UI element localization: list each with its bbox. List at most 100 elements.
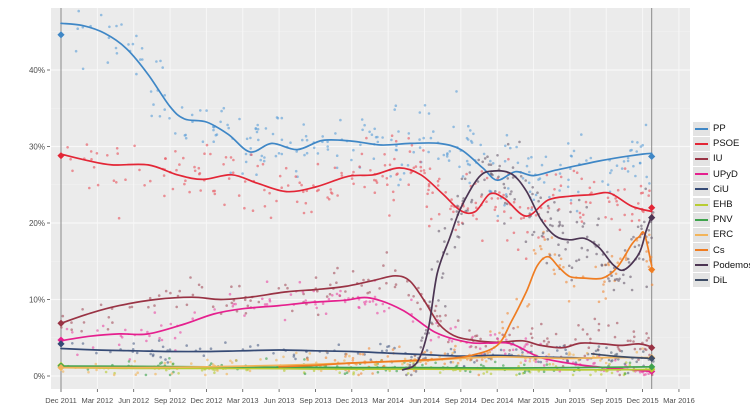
poll-point-ciu xyxy=(337,343,341,347)
poll-point-pp xyxy=(534,193,538,197)
poll-point-podemos xyxy=(531,233,534,237)
poll-point-podemos xyxy=(511,166,515,169)
poll-point-cs xyxy=(469,358,472,362)
poll-point-upyd xyxy=(298,280,302,284)
poll-point-psoe xyxy=(530,206,534,209)
election-result-marker-podemos xyxy=(648,214,656,222)
legend-swatch-cs xyxy=(695,249,708,252)
poll-point-erc xyxy=(133,359,137,363)
poll-point-erc xyxy=(229,359,232,363)
poll-point-iu xyxy=(546,337,549,340)
poll-point-pp xyxy=(303,153,306,157)
poll-point-psoe xyxy=(224,156,228,159)
poll-point-psoe xyxy=(454,228,458,232)
poll-point-podemos xyxy=(443,240,446,243)
poll-point-iu xyxy=(230,301,234,305)
poll-point-podemos xyxy=(546,238,550,241)
poll-point-iu xyxy=(444,314,447,317)
poll-point-upyd xyxy=(526,342,529,346)
poll-point-ciu xyxy=(249,345,252,348)
poll-point-psoe xyxy=(588,186,592,190)
poll-point-iu xyxy=(616,345,620,349)
poll-point-pp xyxy=(559,163,562,167)
legend-swatch-erc xyxy=(695,233,708,236)
poll-point-iu xyxy=(547,340,550,344)
poll-point-psoe xyxy=(312,184,315,187)
poll-point-psoe xyxy=(268,191,271,195)
poll-point-ehb xyxy=(600,373,603,376)
poll-point-psoe xyxy=(648,189,651,192)
poll-point-dil xyxy=(626,371,630,375)
poll-point-iu xyxy=(81,308,84,311)
poll-point-pp xyxy=(437,157,440,160)
poll-point-erc xyxy=(248,369,252,373)
legend-item-ehb: EHB xyxy=(693,197,750,212)
poll-point-pp xyxy=(280,116,284,120)
poll-point-psoe xyxy=(392,198,396,202)
poll-point-podemos xyxy=(489,163,493,166)
trend-line-psoe xyxy=(60,153,653,217)
poll-point-pp xyxy=(212,140,215,143)
poll-point-psoe xyxy=(422,149,425,152)
poll-point-pp xyxy=(92,5,95,8)
poll-point-ciu xyxy=(109,350,112,354)
poll-point-psoe xyxy=(475,206,478,209)
poll-point-pnv xyxy=(395,369,399,373)
poll-point-pp xyxy=(394,104,398,107)
legend-label-pp: PP xyxy=(713,123,726,135)
poll-point-psoe xyxy=(437,212,441,216)
poll-point-pp xyxy=(184,136,188,140)
poll-point-psoe xyxy=(584,200,588,204)
poll-point-erc xyxy=(259,358,262,361)
legend-key-podemos xyxy=(693,258,710,273)
poll-point-ciu xyxy=(446,352,450,356)
poll-point-podemos xyxy=(496,154,499,157)
legend-item-pp: PP xyxy=(693,121,750,136)
poll-point-psoe xyxy=(496,197,500,200)
poll-point-ehb xyxy=(312,369,316,373)
poll-point-pp xyxy=(489,190,493,193)
poll-point-psoe xyxy=(298,181,302,184)
poll-point-upyd xyxy=(265,280,269,284)
poll-point-iu xyxy=(235,309,239,313)
poll-point-psoe xyxy=(436,184,440,187)
poll-point-podemos xyxy=(630,288,634,292)
legend-key-pnv xyxy=(693,212,710,227)
poll-point-upyd xyxy=(96,329,99,332)
poll-point-psoe xyxy=(580,177,583,181)
poll-point-pp xyxy=(469,139,473,143)
plot-panel xyxy=(51,8,690,389)
poll-point-pp xyxy=(215,133,219,136)
poll-point-iu xyxy=(554,332,558,336)
poll-point-cs xyxy=(344,355,347,358)
poll-point-psoe xyxy=(642,210,645,214)
poll-point-iu xyxy=(378,287,381,290)
poll-point-psoe xyxy=(608,200,611,203)
poll-point-podemos xyxy=(581,225,585,228)
poll-point-ciu xyxy=(425,349,429,352)
poll-point-pp xyxy=(159,59,162,63)
poll-point-pp xyxy=(108,25,111,29)
poll-point-psoe xyxy=(395,173,398,176)
poll-point-erc xyxy=(343,359,346,362)
poll-point-psoe xyxy=(231,171,235,174)
poll-point-upyd xyxy=(545,360,549,363)
poll-point-upyd xyxy=(468,345,472,349)
poll-point-podemos xyxy=(532,230,536,234)
poll-point-psoe xyxy=(178,163,181,166)
poll-point-ehb xyxy=(571,373,575,377)
poll-point-pp xyxy=(174,132,177,135)
poll-point-psoe xyxy=(547,206,551,210)
poll-point-pp xyxy=(212,128,215,132)
poll-point-upyd xyxy=(368,300,372,304)
poll-point-psoe xyxy=(553,188,556,191)
poll-point-podemos xyxy=(623,249,627,252)
poll-point-iu xyxy=(246,304,250,308)
poll-point-podemos xyxy=(513,198,516,201)
poll-point-iu xyxy=(80,329,83,333)
poll-point-psoe xyxy=(133,144,136,148)
poll-point-podemos xyxy=(569,210,572,214)
poll-point-psoe xyxy=(280,186,284,189)
poll-point-iu xyxy=(394,283,398,286)
poll-point-podemos xyxy=(632,235,635,239)
